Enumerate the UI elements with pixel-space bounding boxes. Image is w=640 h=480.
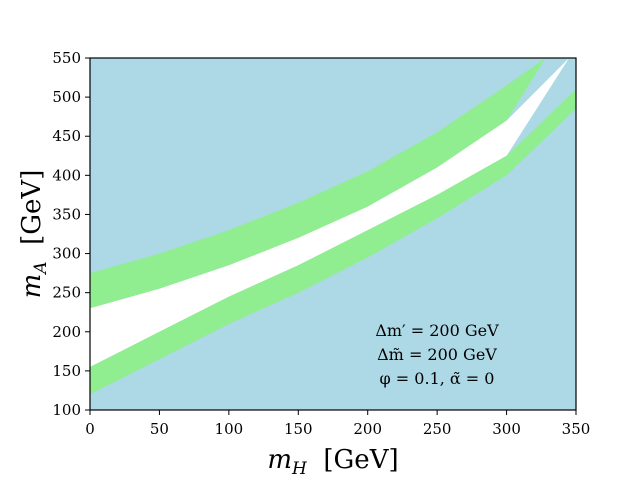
- y-tick-label: 100: [52, 401, 81, 419]
- annotation-delta-m-prime: Δm′ = 200 GeV: [375, 321, 499, 340]
- annotation-delta-m-tilde: Δm̃ = 200 GeV: [377, 345, 497, 364]
- y-tick-label: 400: [52, 166, 81, 184]
- band-lower: [90, 89, 576, 395]
- plot-frame: [89, 57, 577, 411]
- x-tick-label: 150: [284, 420, 313, 438]
- y-tick-label: 450: [52, 127, 81, 145]
- y-tick-label: 150: [52, 362, 81, 380]
- x-tick-label: 300: [492, 420, 521, 438]
- y-tick-label: 550: [52, 49, 81, 67]
- y-tick-label: 250: [52, 284, 81, 302]
- y-axis-ticks: 100 150 200 250 300 350 400 450 500 550: [52, 49, 90, 419]
- x-tick-label: 50: [150, 420, 169, 438]
- y-tick-label: 500: [52, 88, 81, 106]
- y-tick-label: 200: [52, 323, 81, 341]
- band-upper: [90, 58, 546, 309]
- annotation-phi-alpha: φ = 0.1, α̃ = 0: [380, 369, 495, 388]
- x-axis-ticks: 0 50 100 150 200 250 300 350: [85, 410, 590, 438]
- annotation-box: Δm′ = 200 GeV Δm̃ = 200 GeV φ = 0.1, α̃ …: [375, 321, 499, 388]
- x-tick-label: 200: [353, 420, 382, 438]
- x-tick-label: 100: [215, 420, 244, 438]
- x-tick-label: 250: [423, 420, 452, 438]
- x-tick-label: 0: [85, 420, 95, 438]
- band-layer: [90, 58, 576, 395]
- x-tick-label: 350: [562, 420, 591, 438]
- y-tick-label: 350: [52, 205, 81, 223]
- y-tick-label: 300: [52, 245, 81, 263]
- y-axis-label: mA [GeV]: [17, 170, 51, 299]
- x-axis-label: mH [GeV]: [267, 445, 398, 479]
- allowed-white: [90, 58, 570, 367]
